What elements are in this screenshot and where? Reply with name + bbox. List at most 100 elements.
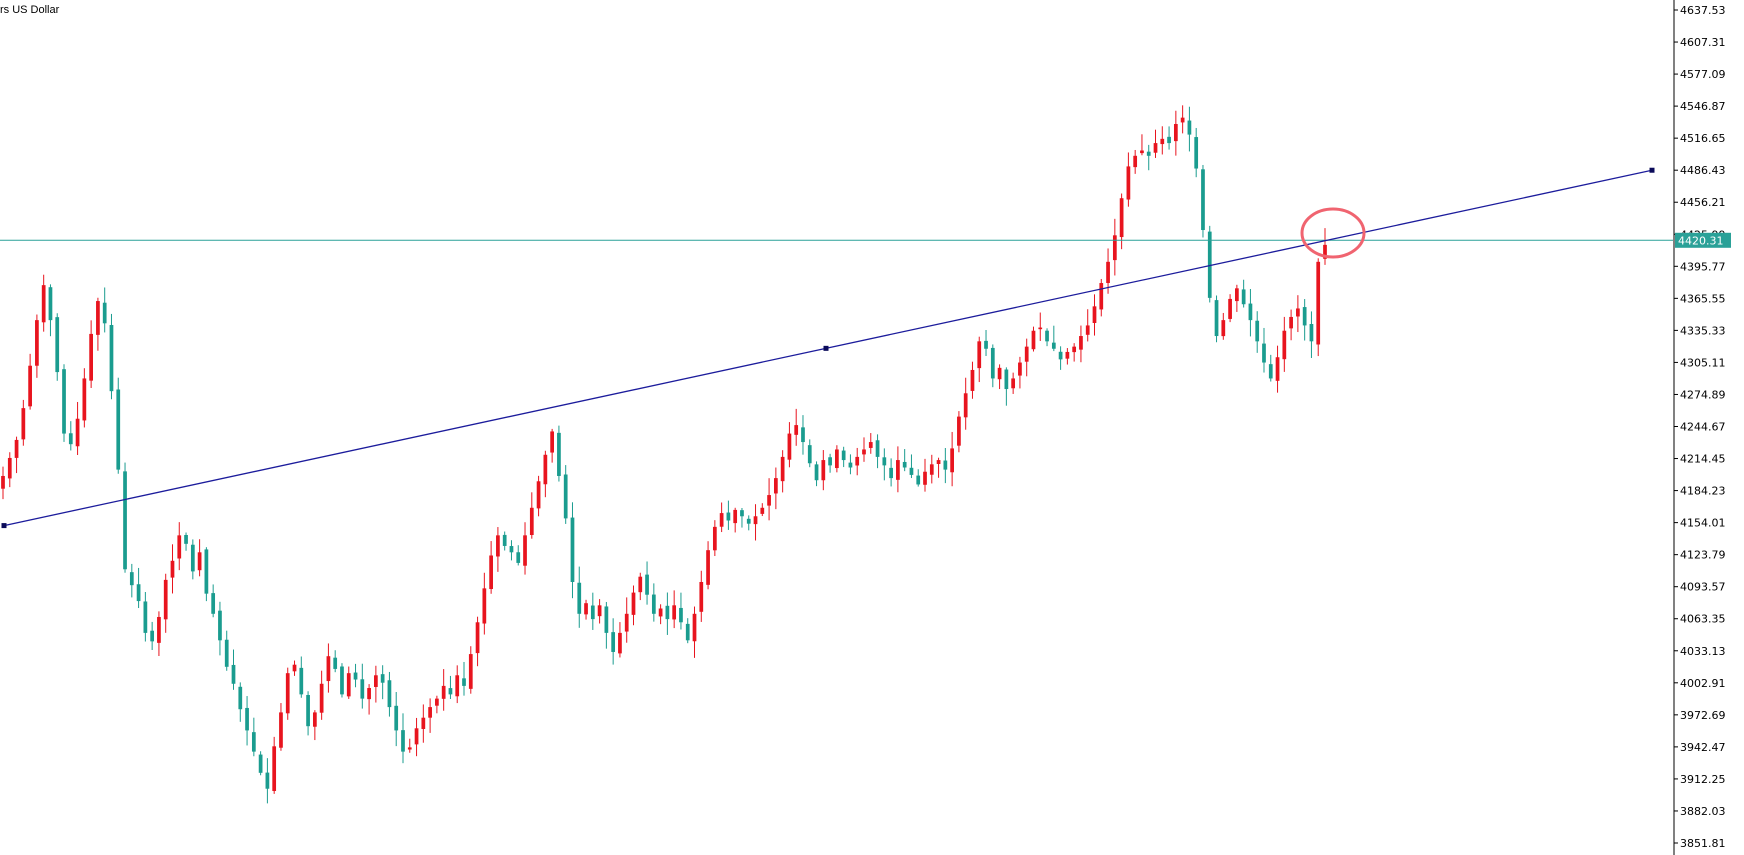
candle <box>502 531 507 551</box>
price-axis: 4637.53 4607.31 4577.09 4546.87 4516.65 4486.… <box>1674 4 1726 850</box>
candle-body <box>1085 325 1090 335</box>
candle <box>190 539 195 580</box>
candle-body <box>1112 235 1117 261</box>
y-tick-label: 4002.91 <box>1680 677 1726 690</box>
y-tick-label: 4123.79 <box>1680 549 1726 562</box>
candle <box>374 665 378 703</box>
candle-body <box>462 678 466 686</box>
candle-body <box>618 632 622 654</box>
candle <box>279 703 283 751</box>
candle <box>950 431 954 487</box>
y-tick-label: 4516.65 <box>1680 132 1726 145</box>
candle <box>116 377 121 474</box>
candle-body <box>319 683 324 713</box>
candle-body <box>902 461 907 468</box>
candle <box>977 336 982 383</box>
candle-body <box>1119 198 1124 238</box>
candle <box>468 646 473 694</box>
candle-body <box>251 732 256 752</box>
candle-body <box>468 654 473 689</box>
candle-body <box>333 657 338 669</box>
candle <box>428 698 432 733</box>
candle-body <box>909 467 914 475</box>
candle <box>258 751 263 776</box>
y-tick-label: 4456.21 <box>1680 196 1726 209</box>
candle <box>645 561 649 605</box>
candle <box>496 527 500 572</box>
candle-body <box>807 445 812 464</box>
candle <box>1119 193 1124 250</box>
trendline-anchor-handle[interactable] <box>1 523 7 529</box>
candle-body <box>990 347 995 379</box>
candle <box>611 618 616 665</box>
candle-body <box>719 513 724 527</box>
candle-body <box>1011 378 1016 389</box>
candle <box>462 661 466 696</box>
candle <box>35 314 39 378</box>
candle-body <box>631 592 636 615</box>
candle <box>984 329 988 356</box>
candle-body <box>28 365 32 407</box>
y-tick-label: 4486.43 <box>1680 164 1726 177</box>
candle-body <box>170 560 175 578</box>
candle-body <box>923 471 927 485</box>
candle-body <box>611 632 616 652</box>
candle <box>62 364 66 442</box>
candle <box>394 692 399 747</box>
candle <box>1146 144 1151 171</box>
candle <box>1282 316 1287 372</box>
candle <box>1153 129 1158 158</box>
trendline-anchor-handle[interactable] <box>1649 167 1655 173</box>
candle <box>1 466 5 500</box>
candle <box>326 643 331 693</box>
candle-body <box>272 746 277 791</box>
candle <box>719 502 724 533</box>
candle-body <box>699 581 704 612</box>
candle-body <box>821 460 826 481</box>
candle-body <box>1092 306 1097 323</box>
candle-body <box>760 507 765 514</box>
candle <box>1072 343 1077 362</box>
candle <box>211 584 216 618</box>
y-tick-label: 4244.67 <box>1680 421 1726 434</box>
candle-body <box>21 408 26 440</box>
candle-body <box>1099 283 1104 310</box>
candle-body <box>536 481 541 509</box>
candle <box>299 656 304 698</box>
candle <box>651 583 656 622</box>
candle <box>1268 354 1273 382</box>
candle-body <box>482 588 487 624</box>
candle <box>306 691 310 736</box>
candle-body <box>177 535 182 559</box>
candle <box>1112 218 1117 276</box>
candle <box>516 545 521 566</box>
candle <box>435 695 439 714</box>
candle-body <box>1201 169 1205 231</box>
candle-body <box>387 680 392 708</box>
candle <box>448 675 453 699</box>
candle <box>814 461 819 487</box>
candle-body <box>814 464 819 481</box>
candle <box>658 604 663 625</box>
candle <box>529 492 534 539</box>
candle <box>1045 328 1049 347</box>
candle-body <box>943 460 948 470</box>
y-tick-label: 4274.89 <box>1680 388 1726 401</box>
candle <box>157 611 161 657</box>
candle <box>780 450 785 493</box>
candle-body <box>1248 303 1253 321</box>
candle <box>584 599 588 620</box>
candle <box>1275 345 1280 393</box>
candle <box>401 713 405 764</box>
candle-body <box>604 606 609 633</box>
candle-body <box>780 456 785 482</box>
y-tick-label: 4033.13 <box>1680 645 1726 658</box>
trendline-anchor-handle[interactable] <box>823 345 829 351</box>
candle <box>143 591 148 642</box>
candle <box>333 650 338 673</box>
candle <box>699 570 704 622</box>
candle-body <box>102 302 107 324</box>
candle-body <box>1309 324 1314 342</box>
candle-body <box>68 433 73 445</box>
